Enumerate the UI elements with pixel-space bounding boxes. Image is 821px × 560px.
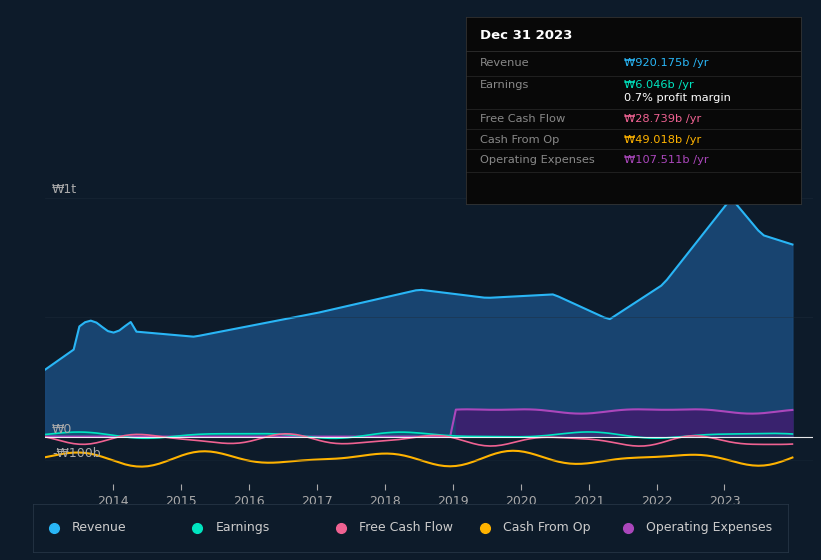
Text: Earnings: Earnings <box>479 80 529 90</box>
Text: Dec 31 2023: Dec 31 2023 <box>479 29 572 42</box>
Text: 0.7% profit margin: 0.7% profit margin <box>624 94 731 104</box>
Text: ₩1t: ₩1t <box>52 183 77 197</box>
Text: Earnings: Earnings <box>216 521 270 534</box>
Text: ₩28.739b /yr: ₩28.739b /yr <box>624 114 701 124</box>
Text: Free Cash Flow: Free Cash Flow <box>479 114 565 124</box>
Text: Revenue: Revenue <box>72 521 126 534</box>
Text: ₩6.046b /yr: ₩6.046b /yr <box>624 80 694 90</box>
Text: Cash From Op: Cash From Op <box>479 134 559 144</box>
Text: Revenue: Revenue <box>479 58 530 68</box>
Text: -₩100b: -₩100b <box>52 447 101 460</box>
Text: Cash From Op: Cash From Op <box>502 521 590 534</box>
Text: Operating Expenses: Operating Expenses <box>646 521 773 534</box>
Text: ₩920.175b /yr: ₩920.175b /yr <box>624 58 709 68</box>
Text: Operating Expenses: Operating Expenses <box>479 155 594 165</box>
Text: Free Cash Flow: Free Cash Flow <box>359 521 453 534</box>
Text: ₩0: ₩0 <box>52 423 72 436</box>
Text: ₩49.018b /yr: ₩49.018b /yr <box>624 134 701 144</box>
Text: ₩107.511b /yr: ₩107.511b /yr <box>624 155 709 165</box>
